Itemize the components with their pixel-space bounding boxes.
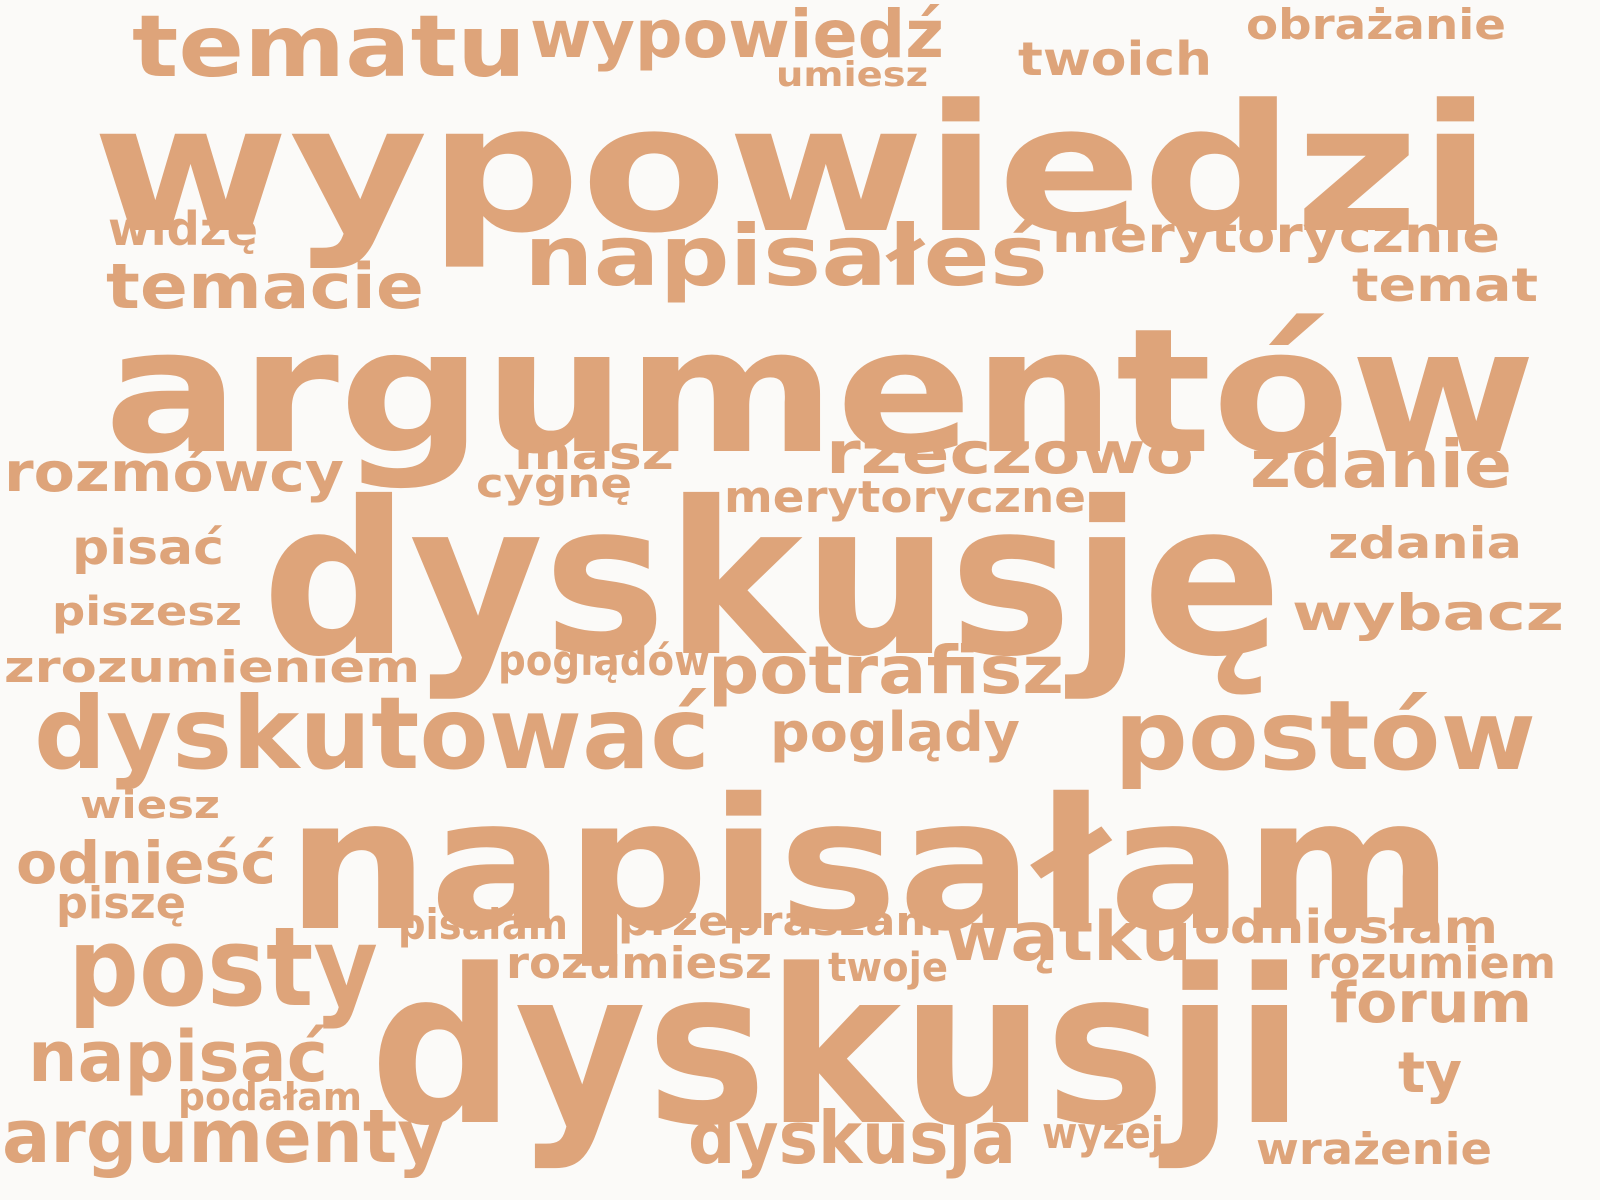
word-napisac: napisać — [28, 1016, 328, 1098]
word-piszesz: piszesz — [52, 589, 242, 635]
word-watku: wątku — [944, 898, 1192, 977]
word-temat: temat — [1352, 258, 1538, 312]
word-masz: masz — [514, 426, 674, 480]
word-posty: posty — [68, 903, 378, 1031]
word-twoje: twoje — [828, 945, 948, 991]
word-twoich: twoich — [1018, 32, 1212, 86]
word-poglady: poglądy — [770, 701, 1020, 764]
word-dyskusja: dyskusja — [688, 1096, 1016, 1180]
word-przepraszam: przepraszam — [618, 899, 942, 945]
word-wrazenie: wrażenie — [1256, 1124, 1492, 1175]
word-odnioslam: odniosłam — [1194, 900, 1498, 954]
word-napisales: napisałeś — [524, 207, 1048, 305]
word-tematu: tematu — [132, 0, 526, 97]
word-potrafisz: potrafisz — [708, 632, 1064, 709]
word-ty: ty — [1398, 1041, 1462, 1106]
word-zdania: zdania — [1328, 518, 1522, 569]
word-forum: forum — [1330, 971, 1532, 1036]
word-wypowiedz: wypowiedź — [530, 0, 944, 73]
word-zrozumieniem: zrozumieniem — [4, 642, 420, 693]
word-rozumiesz: rozumiesz — [506, 938, 772, 989]
word-dyskutowac: dyskutować — [34, 675, 710, 792]
word-merytorycznie: merytorycznie — [1052, 206, 1500, 264]
word-odniesc: odnieść — [16, 829, 276, 897]
word-postow: postów — [1114, 680, 1536, 792]
word-rozmowcy: rozmówcy — [4, 441, 344, 504]
word-umiesz: umiesz — [776, 55, 928, 95]
word-wypowiedzi: wypowiedzi — [92, 67, 1492, 272]
word-merytoryczne: merytoryczne — [724, 472, 1086, 523]
word-argumenty: argumenty — [2, 1094, 444, 1180]
word-obrazanie: obrażanie — [1246, 0, 1506, 49]
word-rzeczowo: rzeczowo — [826, 419, 1194, 487]
word-temacie: temacie — [106, 250, 424, 323]
word-wybacz: wybacz — [1292, 584, 1564, 642]
word-rozumiem: rozumiem — [1308, 938, 1556, 989]
word-widze: widzę — [108, 202, 258, 256]
word-pisalam: pisałam — [398, 900, 568, 949]
word-dyskusje: dyskusję — [262, 456, 1282, 703]
word-pisac: pisać — [72, 520, 224, 576]
word-cygne: cygnę — [476, 461, 632, 507]
word-napisalam: napisałam — [286, 759, 1454, 971]
word-pisze: piszę — [56, 878, 186, 929]
word-podalam: podałam — [178, 1075, 362, 1119]
word-wyzej: wyżej — [1042, 1108, 1164, 1159]
word-wiesz: wiesz — [80, 783, 220, 827]
word-zdanie: zdanie — [1250, 426, 1512, 503]
word-dyskusji: dyskusji — [370, 924, 1304, 1173]
word-argumentow: argumentów — [104, 291, 1536, 492]
word-pogladow: poglądów — [498, 636, 710, 685]
